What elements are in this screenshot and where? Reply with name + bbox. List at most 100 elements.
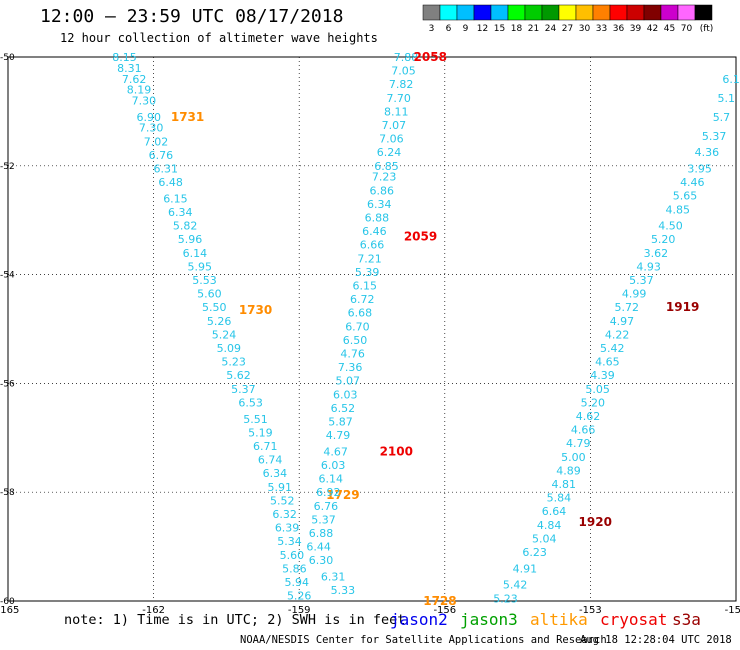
wave-height-value: 5.05 (585, 383, 610, 396)
wave-height-value: 4.89 (556, 464, 581, 477)
wave-height-value: 4.79 (566, 437, 591, 450)
pass-time-label: 1730 (239, 303, 272, 317)
wave-height-value: 4.79 (326, 429, 351, 442)
colorbar-label: 21 (528, 24, 539, 34)
colorbar-label: 9 (463, 24, 469, 34)
wave-height-value: 4.85 (666, 203, 691, 216)
wave-height-value: 4.76 (340, 347, 365, 360)
wave-height-value: 7.88 (394, 51, 419, 64)
wave-height-value: 5.09 (217, 342, 242, 355)
wave-height-value: 5.00 (561, 451, 586, 464)
footer-timestamp: Aug 18 12:28:04 UTC 2018 (580, 634, 732, 646)
wave-height-value: 6.53 (238, 396, 263, 409)
wave-height-value: 7.70 (386, 92, 411, 105)
satellite-legend-jason3: jason3 (460, 610, 518, 629)
wave-height-value: 6.71 (253, 440, 278, 453)
wave-height-value: 8.31 (117, 62, 142, 75)
wave-height-value: 6.15 (163, 192, 188, 205)
wave-height-value: 5.82 (173, 220, 198, 233)
wave-height-value: 5.42 (503, 579, 528, 592)
y-tick-label: -50 (0, 53, 15, 63)
colorbar-label: 3 (429, 24, 435, 34)
colorbar-swatch (660, 4, 679, 21)
wave-height-value: 6.14 (318, 473, 343, 486)
colorbar-swatch (490, 4, 509, 21)
wave-height-value: 6.39 (275, 522, 300, 535)
wave-height-value: 4.65 (595, 356, 620, 369)
wave-height-value: 5.34 (277, 535, 302, 548)
wave-height-value: 6.86 (369, 184, 394, 197)
wave-height-value: 4.99 (622, 288, 647, 301)
wave-height-value: 6.23 (522, 546, 547, 559)
page-title: 12:00 — 23:59 UTC 08/17/2018 (40, 6, 344, 27)
colorbar-label: 70 (681, 24, 693, 34)
colorbar-label: (ft) (700, 24, 714, 34)
wave-height-value: 5.26 (207, 315, 232, 328)
wave-height-value: 6.30 (309, 554, 334, 567)
wave-height-value: 5.37 (629, 274, 654, 287)
chart-subtitle: 12 hour collection of altimeter wave hei… (60, 31, 378, 45)
wave-height-value: 7.07 (382, 119, 407, 132)
satellite-legend-jason2: jason2 (390, 610, 448, 629)
wave-height-value: 5.39 (355, 266, 380, 279)
wave-height-value: 4.84 (537, 519, 562, 532)
wave-height-value: 4.22 (605, 328, 630, 341)
wave-height-value: 3.62 (644, 247, 669, 260)
colorbar-label: 42 (647, 24, 658, 34)
wave-height-value: 4.36 (695, 146, 720, 159)
wave-height-value: 7.30 (132, 95, 157, 108)
wave-height-value: 5.04 (532, 532, 557, 545)
wave-height-value: 5.52 (270, 494, 295, 507)
wave-height-value: 4.39 (590, 369, 615, 382)
wave-height-value: 5.84 (547, 492, 572, 505)
wave-height-value: 6.1 (722, 73, 740, 86)
wave-height-value: 5.51 (243, 413, 268, 426)
wave-height-value: 4.97 (610, 315, 635, 328)
wave-height-value: 6.76 (149, 149, 174, 162)
wave-height-value: 6.31 (321, 571, 346, 584)
wave-height-value: 6.92 (316, 486, 341, 499)
wave-height-value: 6.90 (136, 111, 161, 124)
colorbar-swatch (473, 4, 492, 21)
wave-height-value: 5.24 (212, 328, 237, 341)
wave-height-value: 8.11 (384, 105, 409, 118)
wave-height-value: 5.87 (328, 415, 353, 428)
wave-height-value: 7.05 (391, 65, 416, 78)
wave-height-value: 4.62 (576, 410, 601, 423)
wave-height-value: 6.44 (306, 541, 331, 554)
wave-height-value: 5.91 (268, 481, 293, 494)
plot-frame (7, 56, 737, 602)
pass-time-label: 1920 (579, 515, 612, 529)
wave-height-value: 6.15 (352, 279, 377, 292)
wave-height-value: 6.03 (333, 388, 358, 401)
pass-time-label: 2059 (404, 230, 437, 244)
x-tick-label: -159 (288, 605, 311, 616)
wave-height-value: 6.70 (345, 320, 370, 333)
wave-height-value: 4.91 (513, 562, 538, 575)
pass-time-label: 1919 (666, 300, 699, 314)
colorbar-label: 36 (613, 24, 625, 34)
wave-height-value: 6.88 (309, 527, 334, 540)
wave-height-value: 6.74 (258, 454, 283, 467)
wave-height-value: 6.14 (183, 247, 208, 260)
wave-height-value: 7.06 (379, 133, 404, 146)
wave-height-value: 5.60 (280, 549, 305, 562)
wave-height-value: 6.68 (348, 307, 373, 320)
wave-height-value: 5.60 (197, 288, 222, 301)
wave-height-value: 5.33 (331, 584, 356, 597)
wave-height-value: 5.86 (282, 562, 307, 575)
wave-height-value: 5.42 (600, 342, 625, 355)
y-tick-label: -54 (0, 271, 15, 281)
wave-height-value: 7.36 (338, 361, 363, 374)
y-tick-label: -52 (0, 162, 15, 172)
satellite-legend-s3a: s3a (672, 610, 701, 629)
x-tick-label: -162 (142, 605, 165, 616)
wave-height-value: 6.88 (365, 211, 390, 224)
wave-height-value: 5.95 (187, 260, 212, 273)
colorbar-swatch (558, 4, 577, 21)
colorbar-swatch (456, 4, 475, 21)
colorbar-swatch (575, 4, 594, 21)
wave-height-value: 7.21 (357, 252, 382, 265)
wave-height-value: 6.48 (158, 176, 183, 189)
